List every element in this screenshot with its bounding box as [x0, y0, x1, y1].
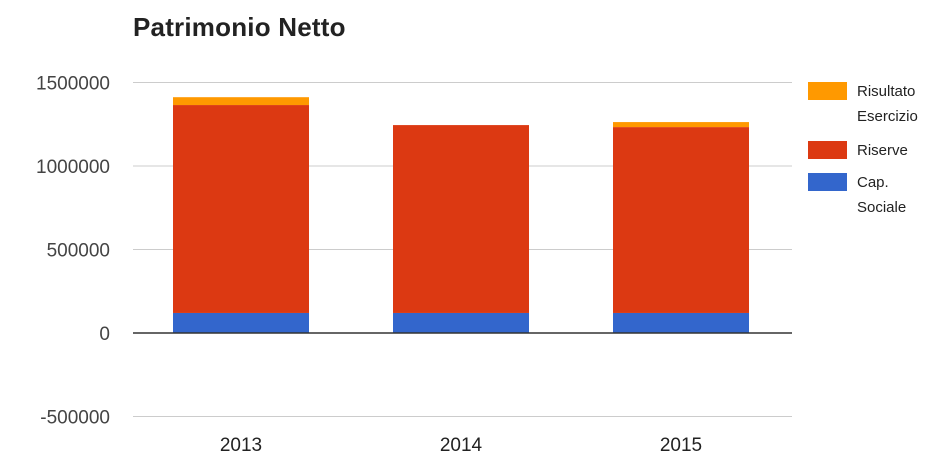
legend: Risultato Esercizio Riserve Cap. Sociale — [808, 82, 918, 216]
legend-swatch — [808, 82, 847, 100]
bar-segment — [613, 122, 749, 128]
y-tick-label: -500000 — [40, 408, 110, 429]
legend-label: Riserve — [857, 142, 908, 159]
y-tick-label: 0 — [99, 324, 110, 345]
legend-label: Cap. — [857, 174, 889, 191]
bar-segment — [613, 312, 749, 333]
bar-segment — [393, 125, 529, 313]
bar-segment — [173, 312, 309, 333]
y-tick-label: 500000 — [47, 241, 110, 262]
axes: 1500000 1000000 500000 0 -500000 2013 2014 2015 — [36, 74, 792, 456]
legend-swatch — [808, 141, 847, 159]
x-tick-label: 2015 — [660, 435, 702, 456]
y-tick-label: 1500000 — [36, 74, 110, 95]
legend-label: Risultato — [857, 83, 915, 100]
legend-label: Esercizio — [857, 108, 918, 125]
chart-title: Patrimonio Netto — [133, 12, 346, 42]
x-tick-label: 2013 — [220, 435, 262, 456]
legend-swatch — [808, 173, 847, 191]
bar-segment — [613, 127, 749, 313]
x-tick-label: 2014 — [440, 435, 483, 456]
bar-segment — [173, 97, 309, 106]
bar-segment — [393, 312, 529, 333]
y-tick-label: 1000000 — [36, 157, 110, 178]
bar-segment — [173, 105, 309, 313]
bars — [173, 97, 749, 333]
legend-label: Sociale — [857, 199, 906, 216]
